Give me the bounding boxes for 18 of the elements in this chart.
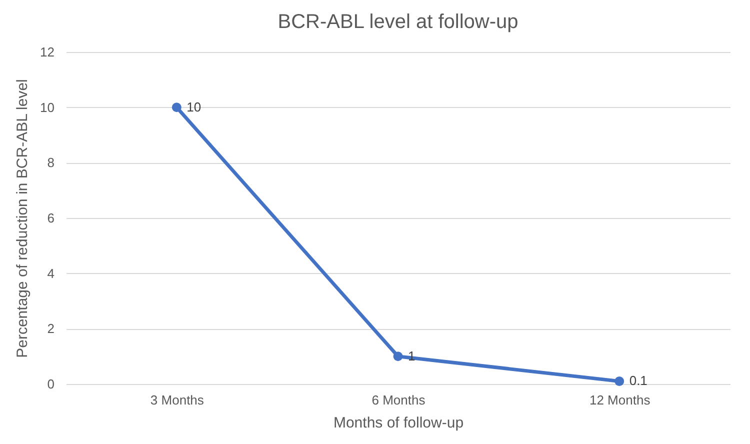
x-axis-title: Months of follow-up (333, 414, 464, 432)
x-tick-label: 6 Months (372, 392, 426, 408)
y-tick-label: 0 (47, 376, 54, 392)
point (614, 376, 624, 386)
data-label: 0.1 (629, 373, 648, 388)
point (172, 102, 182, 112)
x-tick-label: 3 Months (150, 392, 204, 408)
x-tick-label: 12 Months (589, 392, 651, 408)
y-axis-title: Percentage of reduction in BCR-ABL level (14, 79, 32, 358)
y-tick-label: 8 (47, 155, 54, 170)
y-tick-label: 12 (40, 44, 54, 60)
y-tick-label: 10 (40, 100, 54, 115)
y-tick-label: 2 (47, 321, 54, 336)
y-tick-label: 6 (47, 210, 54, 226)
y-tick-label: 4 (47, 266, 54, 281)
data-label: 10 (186, 99, 202, 114)
chart-title: BCR-ABL level at follow-up (278, 11, 518, 33)
point (393, 352, 403, 362)
